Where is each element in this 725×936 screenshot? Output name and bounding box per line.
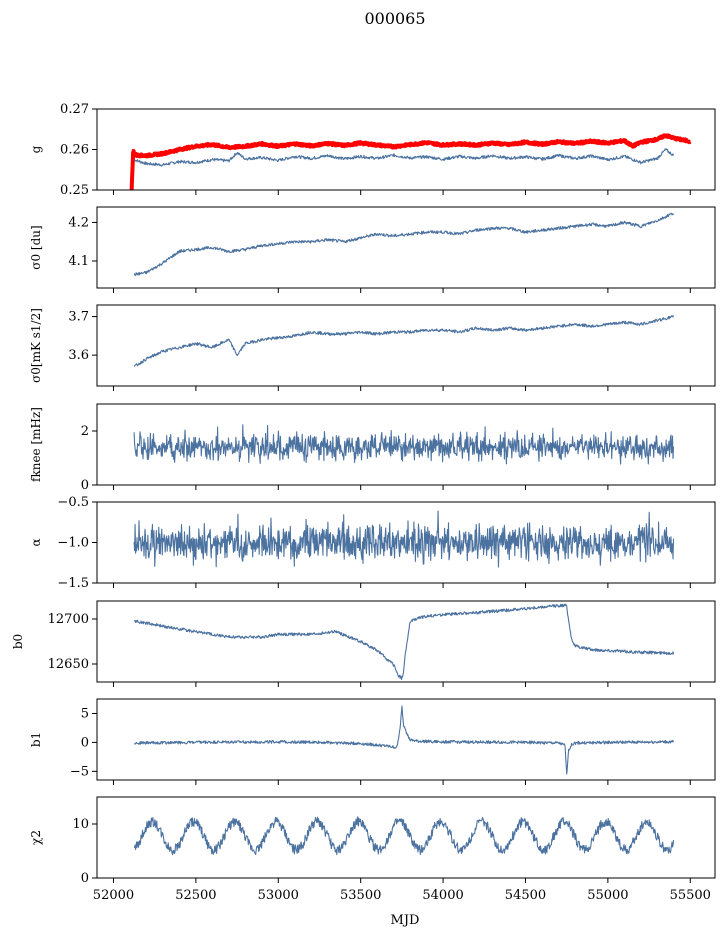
panel-5: α −1.5 −1.0 −0.5 bbox=[29, 495, 716, 591]
x-tick-label: 52000 bbox=[93, 888, 134, 903]
series-line-2 bbox=[129, 133, 692, 190]
y-tick-label: 0 bbox=[81, 871, 89, 886]
plot-frame bbox=[96, 698, 716, 781]
y-tick-label: 0.25 bbox=[60, 183, 89, 198]
y-axis-label: σ0 [du] bbox=[29, 225, 43, 269]
plot-frame bbox=[96, 108, 716, 191]
x-tick-label: 55000 bbox=[587, 888, 628, 903]
y-axis-label: g bbox=[29, 145, 43, 153]
y-tick-label: 0 bbox=[81, 735, 89, 750]
series-line-1 bbox=[134, 816, 675, 856]
x-tick-label: 53500 bbox=[340, 888, 381, 903]
y-axis-label: σ0[mK s1/2] bbox=[29, 308, 43, 383]
y-tick-label: 12650 bbox=[48, 657, 89, 672]
panel-4: fknee [mHz] 0 2 bbox=[29, 403, 716, 493]
series-line-1 bbox=[133, 212, 674, 276]
panel-8: χ2 0 10 52000 52500 53000 53500 54000 54500 55000… bbox=[29, 796, 716, 903]
plot-frame bbox=[96, 600, 716, 683]
series-line-1 bbox=[133, 148, 675, 167]
y-tick-label: −1.5 bbox=[57, 576, 89, 591]
y-tick-label: 3.7 bbox=[68, 310, 89, 325]
panel-7: b1 −5 0 5 bbox=[29, 698, 716, 785]
x-tick-label: 54500 bbox=[505, 888, 546, 903]
y-tick-label: 2 bbox=[81, 424, 89, 439]
y-axis-label: b0 bbox=[11, 634, 25, 649]
figure-title: 000065 bbox=[364, 9, 425, 28]
plot-frame bbox=[96, 304, 716, 387]
panel-6: b0 12650 12700 bbox=[11, 600, 716, 687]
series-line-1 bbox=[133, 603, 675, 681]
y-tick-label: 5 bbox=[81, 706, 89, 721]
plot-frame bbox=[96, 796, 716, 879]
plot-frame bbox=[96, 206, 716, 289]
y-axis-label: α bbox=[29, 538, 43, 546]
y-tick-label: −0.5 bbox=[57, 495, 89, 510]
x-axis-label: MJD bbox=[391, 913, 420, 928]
y-tick-label: 4.1 bbox=[68, 254, 89, 269]
y-tick-label: 0 bbox=[81, 478, 89, 493]
y-tick-label: −1.0 bbox=[57, 536, 89, 551]
y-axis-label: χ2 bbox=[29, 830, 43, 845]
y-tick-label: 0.27 bbox=[60, 102, 89, 117]
series-line-1 bbox=[133, 424, 675, 465]
series-line-1 bbox=[133, 315, 675, 367]
y-tick-label: 10 bbox=[72, 817, 89, 832]
y-axis-label: fknee [mHz] bbox=[29, 407, 43, 482]
y-axis-label: b1 bbox=[29, 732, 43, 747]
plot-frame bbox=[96, 403, 716, 486]
plot-frame bbox=[96, 501, 716, 584]
panel-2: σ0 [du] 4.1 4.2 bbox=[29, 206, 716, 293]
series-line-1 bbox=[133, 705, 675, 775]
y-tick-label: −5 bbox=[70, 764, 89, 779]
panel-3: σ0[mK s1/2] 3.6 3.7 bbox=[29, 304, 716, 391]
y-tick-label: 12700 bbox=[48, 612, 89, 627]
panel-1: g 0.25 0.26 0.27 bbox=[29, 102, 716, 198]
series-line-1 bbox=[133, 510, 675, 568]
x-tick-label: 52500 bbox=[175, 888, 216, 903]
y-tick-label: 0.26 bbox=[60, 143, 89, 158]
y-tick-label: 4.2 bbox=[68, 215, 89, 230]
x-tick-label: 53000 bbox=[258, 888, 299, 903]
x-tick-label: 55500 bbox=[670, 888, 711, 903]
x-tick-label: 54000 bbox=[422, 888, 463, 903]
y-tick-label: 3.6 bbox=[68, 348, 89, 363]
